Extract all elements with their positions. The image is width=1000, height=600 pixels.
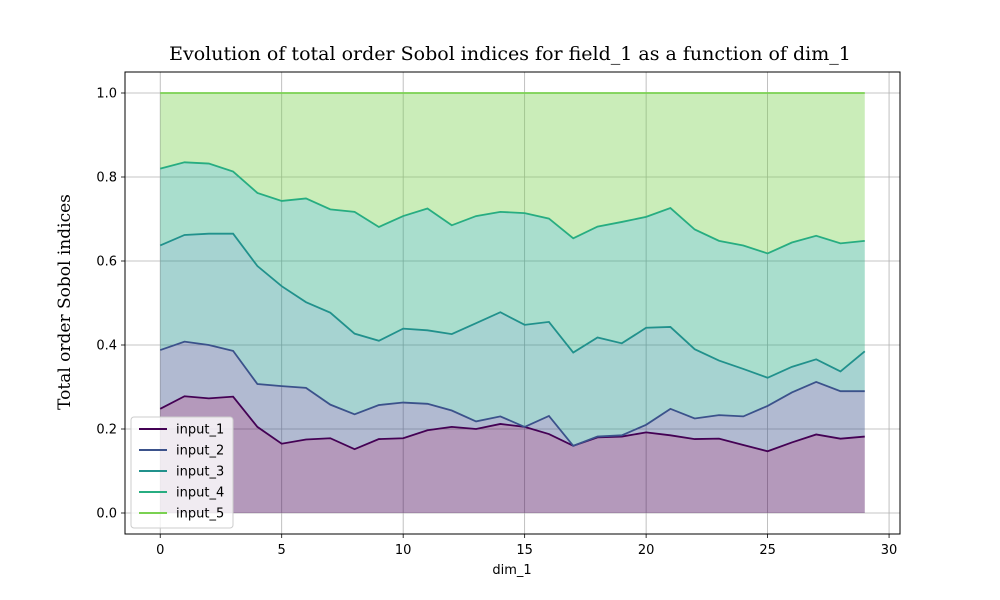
x-tick-label: 10 (395, 543, 412, 558)
series-areas (160, 93, 865, 513)
legend-label: input_2 (176, 444, 224, 459)
area-input_4 (160, 162, 865, 378)
legend-label: input_1 (176, 423, 224, 438)
y-tick-label: 0.4 (96, 339, 117, 354)
line-input_1 (159, 395, 865, 453)
area-input_5 (160, 93, 865, 254)
y-tick-label: 0.6 (96, 255, 117, 270)
x-tick-label: 20 (638, 543, 655, 558)
x-tick-label: 15 (516, 543, 533, 558)
x-tick-label: 25 (759, 543, 776, 558)
y-tick-label: 0.0 (96, 507, 117, 522)
y-tick-label: 0.8 (96, 171, 117, 186)
legend-box (130, 416, 234, 529)
x-axis-ticks: 0 5 10 15 20 25 30 (156, 534, 897, 558)
legend-item-input_1: input_1 (139, 423, 224, 438)
x-tick-label: 5 (278, 543, 286, 558)
legend-label: input_5 (176, 507, 224, 522)
legend-label: input_3 (176, 465, 224, 480)
area-input_1 (160, 396, 865, 513)
line-input_2 (159, 340, 865, 447)
series-lines (159, 92, 866, 453)
y-tick-label: 0.2 (96, 423, 117, 438)
legend-item-input_4: input_4 (139, 486, 224, 501)
x-axis-label: dim_1 (492, 563, 531, 578)
legend-item-input_2: input_2 (139, 444, 224, 459)
area-input_2 (160, 341, 865, 452)
legend-item-input_3: input_3 (139, 465, 224, 480)
line-input_3 (159, 232, 866, 379)
legend-item-input_5: input_5 (139, 507, 224, 522)
legend: input_1 input_2 input_3 input_4 input_5 (130, 416, 234, 529)
chart-title: Evolution of total order Sobol indices f… (169, 43, 851, 65)
y-axis-ticks: 0.0 0.2 0.4 0.6 0.8 1.0 (96, 87, 125, 522)
area-input_3 (160, 233, 865, 446)
x-tick-label: 30 (881, 543, 898, 558)
plot-frame (124, 71, 901, 535)
y-axis-label: Total order Sobol indices (55, 194, 75, 410)
legend-label: input_4 (176, 486, 224, 501)
x-tick-label: 0 (156, 543, 164, 558)
line-input_4 (160, 161, 865, 255)
y-tick-label: 1.0 (96, 87, 117, 102)
